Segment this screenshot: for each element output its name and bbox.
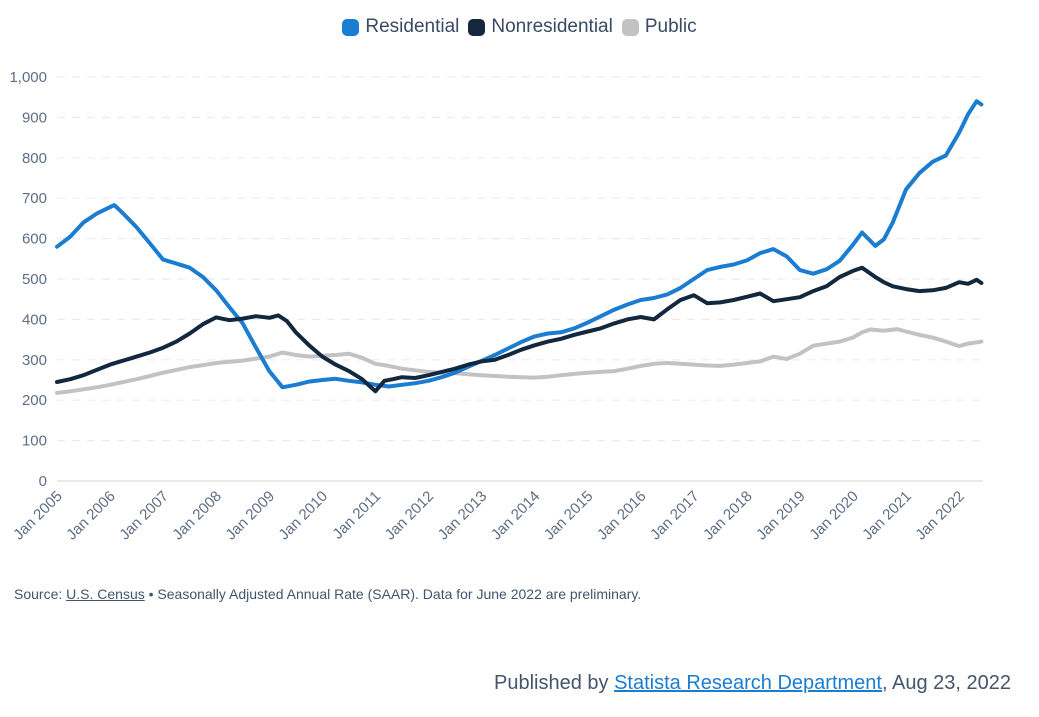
legend-item-public[interactable]: Public xyxy=(621,16,697,38)
y-axis-label: 800 xyxy=(22,150,47,167)
x-axis-label: Jan 2009 xyxy=(222,488,278,544)
line-chart-canvas[interactable]: 0 100 200 300 400 500 600 700 800 900 1,000 Jan 200… xyxy=(0,60,1039,575)
x-axis-label: Jan 2010 xyxy=(275,488,331,544)
legend-item-residential[interactable]: Residential xyxy=(342,16,459,38)
y-gridlines xyxy=(57,76,983,482)
legend-swatch-residential xyxy=(342,18,360,36)
series-line-nonresidential[interactable] xyxy=(55,265,984,394)
y-axis-label: 700 xyxy=(22,190,47,207)
x-axis-label: Jan 2016 xyxy=(594,488,650,544)
legend-swatch-public xyxy=(621,18,639,36)
x-axis-label: Jan 2018 xyxy=(700,488,756,544)
legend-label: Residential xyxy=(365,16,460,37)
y-axis-label: 0 xyxy=(39,473,47,490)
x-axis-label: Jan 2014 xyxy=(488,488,544,544)
source-label: Source: xyxy=(14,586,67,602)
published-prefix: Published by xyxy=(494,672,615,694)
published-line: Published by Statista Research Departmen… xyxy=(494,672,1011,695)
x-axis-label: Jan 2015 xyxy=(541,488,597,544)
legend-label: Nonresidential xyxy=(491,16,613,37)
x-axis-label: Jan 2006 xyxy=(63,488,119,544)
legend-label: Public xyxy=(644,16,697,37)
y-axis-label: 1,000 xyxy=(9,69,47,86)
y-axis-label: 200 xyxy=(22,392,47,409)
x-axis-label: Jan 2007 xyxy=(116,488,172,544)
x-axis-label: Jan 2008 xyxy=(169,488,225,544)
y-axis-labels: 0 100 200 300 400 500 600 700 800 900 1,000 xyxy=(9,69,47,490)
published-link[interactable]: Statista Research Department xyxy=(614,672,882,694)
published-suffix: , Aug 23, 2022 xyxy=(881,672,1011,694)
y-axis-label: 500 xyxy=(22,271,47,288)
legend-item-nonresidential[interactable]: Nonresidential xyxy=(468,16,613,38)
x-axis-label: Jan 2013 xyxy=(435,488,491,544)
y-axis-label: 600 xyxy=(22,231,47,248)
x-axis-label: Jan 2011 xyxy=(329,488,384,543)
x-axis-label: Jan 2022 xyxy=(912,488,968,544)
x-axis-label: Jan 2012 xyxy=(382,488,438,544)
source-note: • Seasonally Adjusted Annual Rate (SAAR)… xyxy=(144,586,642,602)
y-axis-label: 300 xyxy=(22,352,47,369)
x-axis-label: Jan 2005 xyxy=(10,488,66,544)
y-axis-label: 100 xyxy=(22,433,47,450)
legend-swatch-nonresidential xyxy=(468,18,486,36)
chart-legend: Residential Nonresidential Public xyxy=(0,16,1039,38)
y-axis-label: 400 xyxy=(22,311,47,328)
source-line: Source: U.S. Census • Seasonally Adjuste… xyxy=(14,586,641,602)
x-axis-label: Jan 2019 xyxy=(753,488,809,544)
x-axis-label: Jan 2017 xyxy=(647,488,703,544)
source-link[interactable]: U.S. Census xyxy=(66,586,145,602)
x-axis-label: Jan 2020 xyxy=(806,488,862,544)
series-line-residential[interactable] xyxy=(55,99,984,390)
series-line-public[interactable] xyxy=(55,327,984,395)
y-axis-label: 900 xyxy=(22,109,47,126)
x-axis-label: Jan 2021 xyxy=(859,488,915,544)
